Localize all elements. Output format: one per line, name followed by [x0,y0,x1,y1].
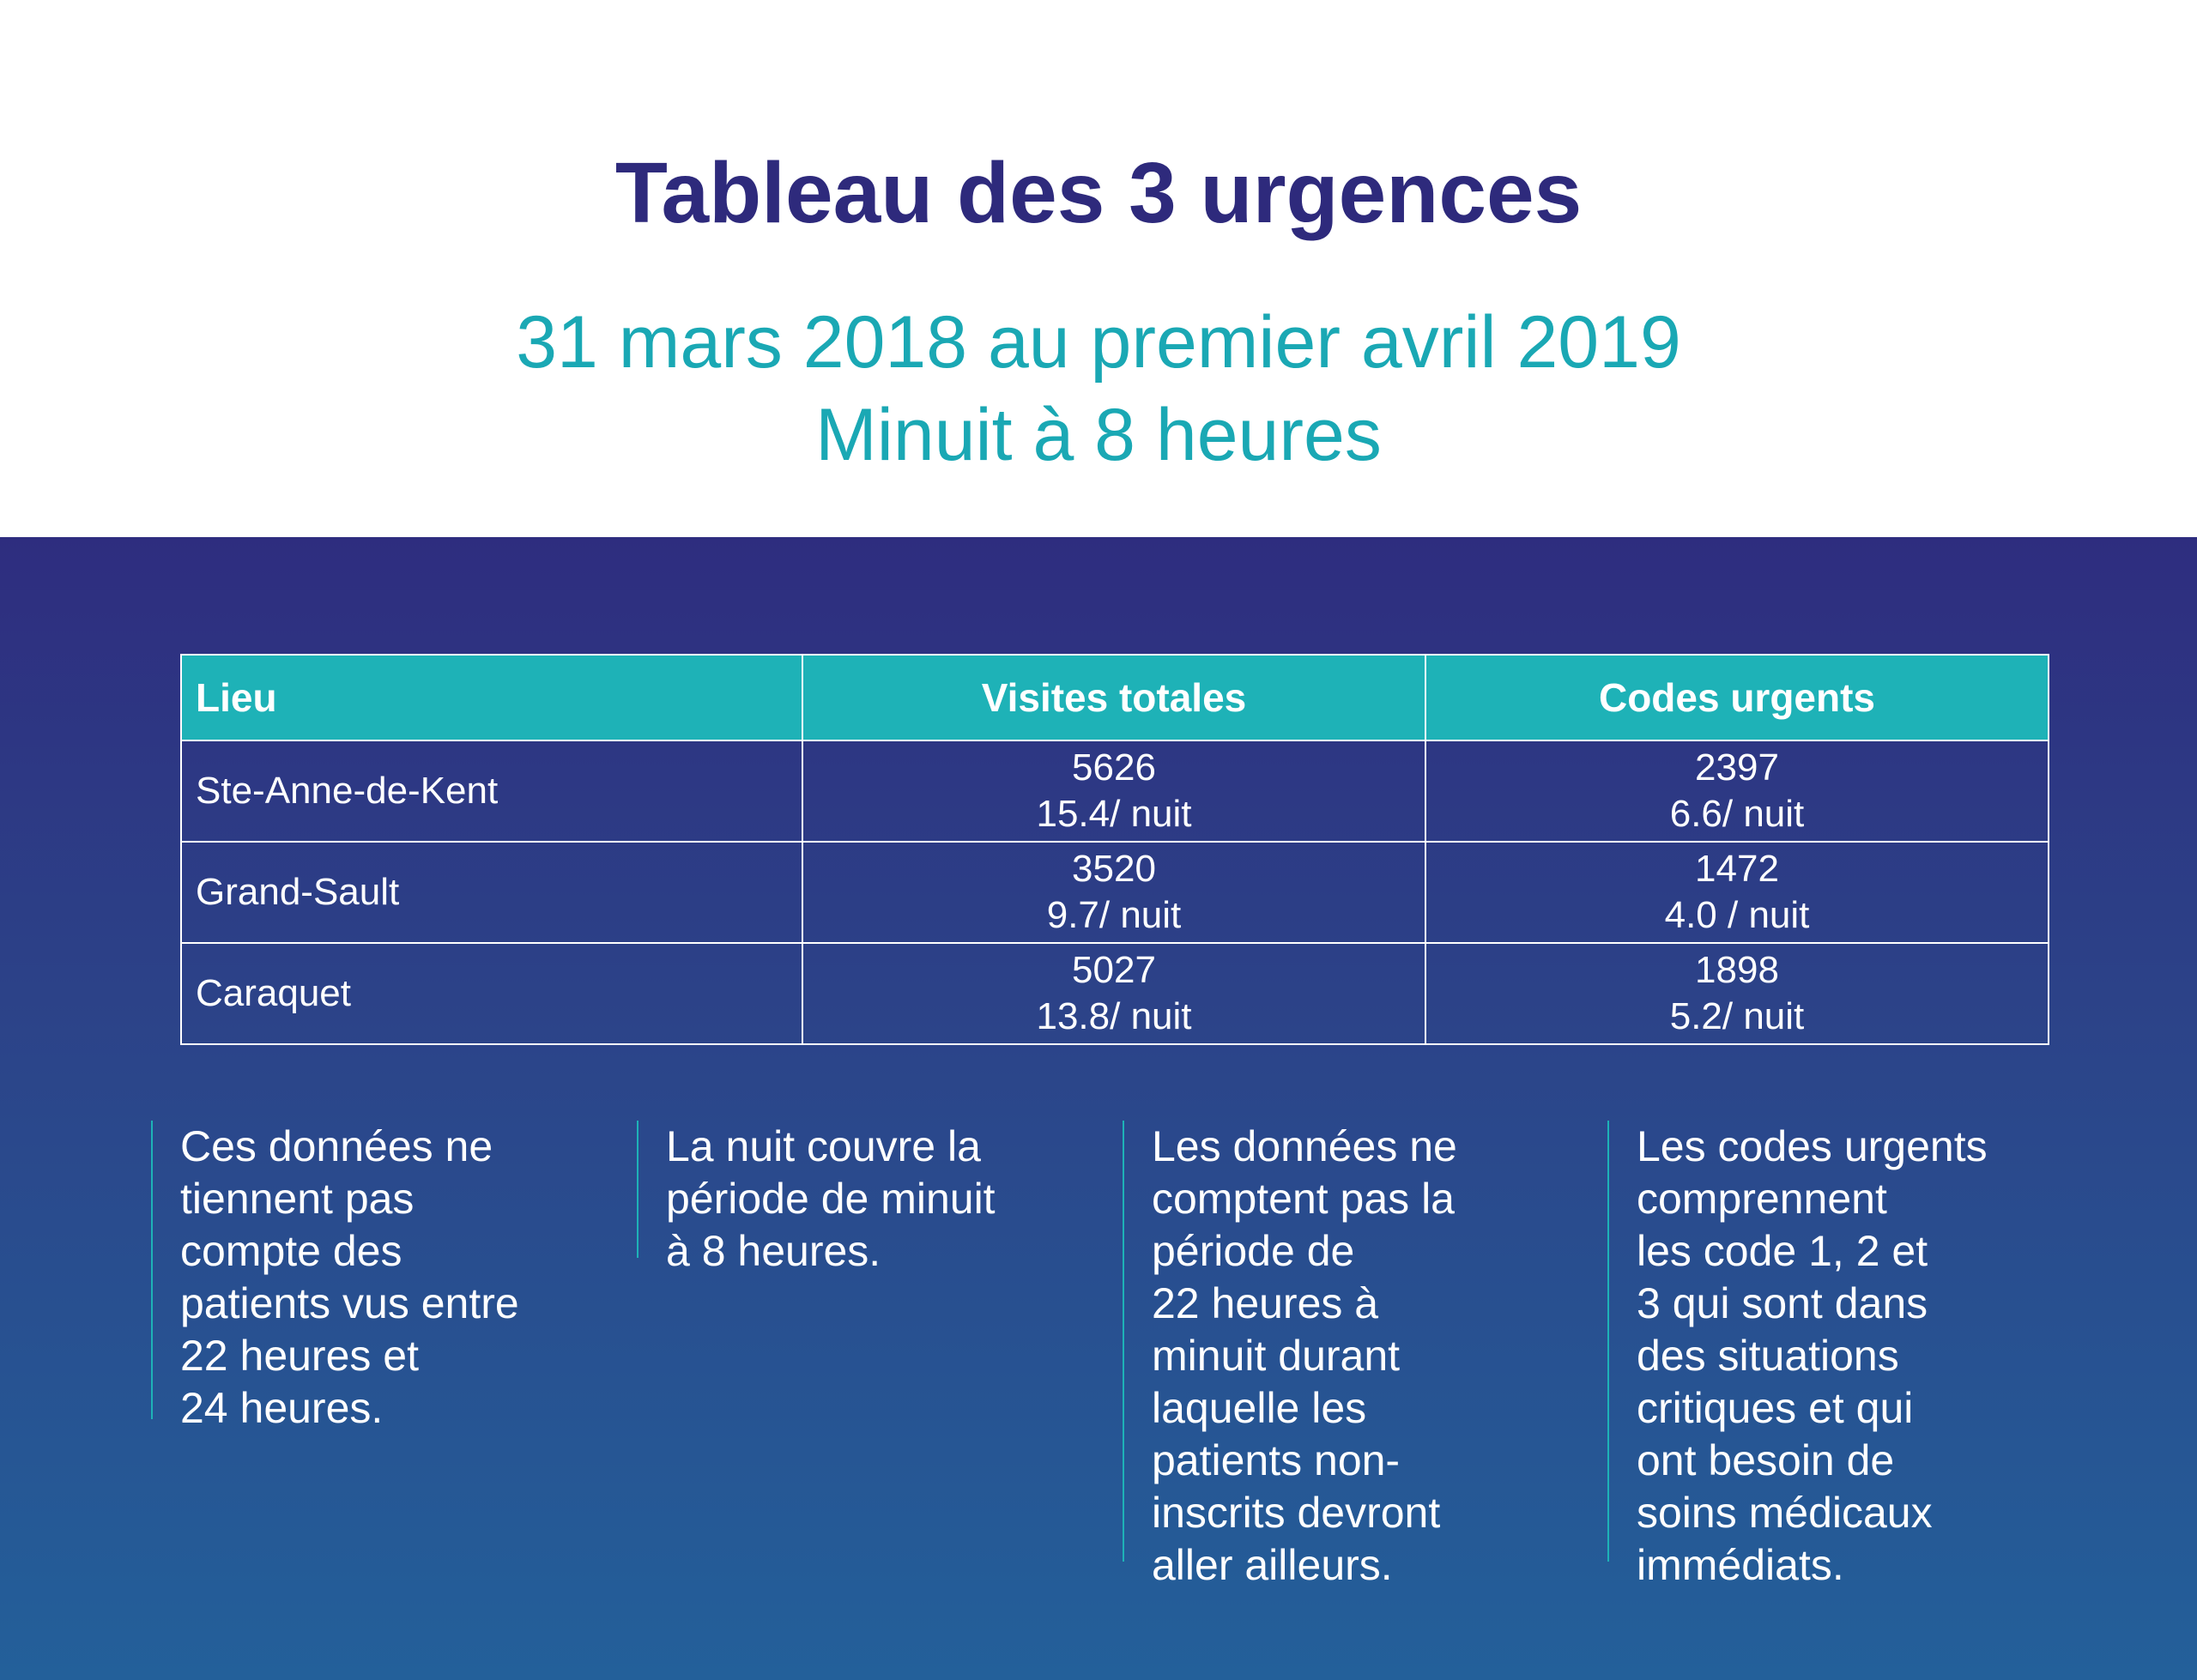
visites-total: 5626 [1072,746,1156,789]
note-urgent-codes: Les codes urgents comprennent les code 1… [1607,1121,2083,1589]
note-night-definition: La nuit couvre la période de minuit à 8 … [637,1121,1112,1275]
cell-lieu: Grand-Sault [180,841,803,944]
notes-section: Ces données ne tiennent pas compte des p… [0,1121,2197,1601]
visites-per-night: 13.8/ nuit [1036,995,1192,1037]
cell-visites: 5626 15.4/ nuit [802,740,1426,843]
codes-total: 2397 [1695,746,1779,789]
cell-codes: 1898 5.2/ nuit [1425,942,2049,1045]
cell-lieu: Ste-Anne-de-Kent [180,740,803,843]
codes-total: 1898 [1695,949,1779,991]
content-panel: Lieu Visites totales Codes urgents Ste-A… [0,537,2197,1680]
codes-per-night: 4.0 / nuit [1664,894,1810,936]
subtitle-date-range: 31 mars 2018 au premier avril 2019 [516,301,1681,384]
visites-total: 5027 [1072,949,1156,991]
note-uncounted-period: Les données ne comptent pas la période d… [1123,1121,1598,1589]
cell-codes: 1472 4.0 / nuit [1425,841,2049,944]
note-exclusion-22-24h: Ces données ne tiennent pas compte des p… [151,1121,626,1432]
visites-per-night: 9.7/ nuit [1046,894,1182,936]
cell-codes: 2397 6.6/ nuit [1425,740,2049,843]
table-row: Ste-Anne-de-Kent 5626 15.4/ nuit 2397 6.… [180,740,2049,843]
codes-per-night: 5.2/ nuit [1669,995,1805,1037]
urgences-table: Lieu Visites totales Codes urgents Ste-A… [180,654,2049,1045]
table-row: Grand-Sault 3520 9.7/ nuit 1472 4.0 / nu… [180,841,2049,944]
visites-per-night: 15.4/ nuit [1036,793,1192,835]
column-header-lieu: Lieu [180,654,803,741]
codes-total: 1472 [1695,848,1779,890]
column-header-codes: Codes urgents [1425,654,2049,741]
subtitle-time-range: Minuit à 8 heures [815,394,1382,476]
page-title: Tableau des 3 urgences [614,145,1583,241]
cell-visites: 3520 9.7/ nuit [802,841,1426,944]
codes-per-night: 6.6/ nuit [1669,793,1805,835]
cell-visites: 5027 13.8/ nuit [802,942,1426,1045]
page-subtitle: 31 mars 2018 au premier avril 2019 Minui… [0,296,2197,481]
column-header-visites: Visites totales [802,654,1426,741]
visites-total: 3520 [1072,848,1156,890]
cell-lieu: Caraquet [180,942,803,1045]
header-section: Tableau des 3 urgences 31 mars 2018 au p… [0,0,2197,537]
table-header-row: Lieu Visites totales Codes urgents [180,654,2049,741]
table-row: Caraquet 5027 13.8/ nuit 1898 5.2/ nuit [180,942,2049,1045]
